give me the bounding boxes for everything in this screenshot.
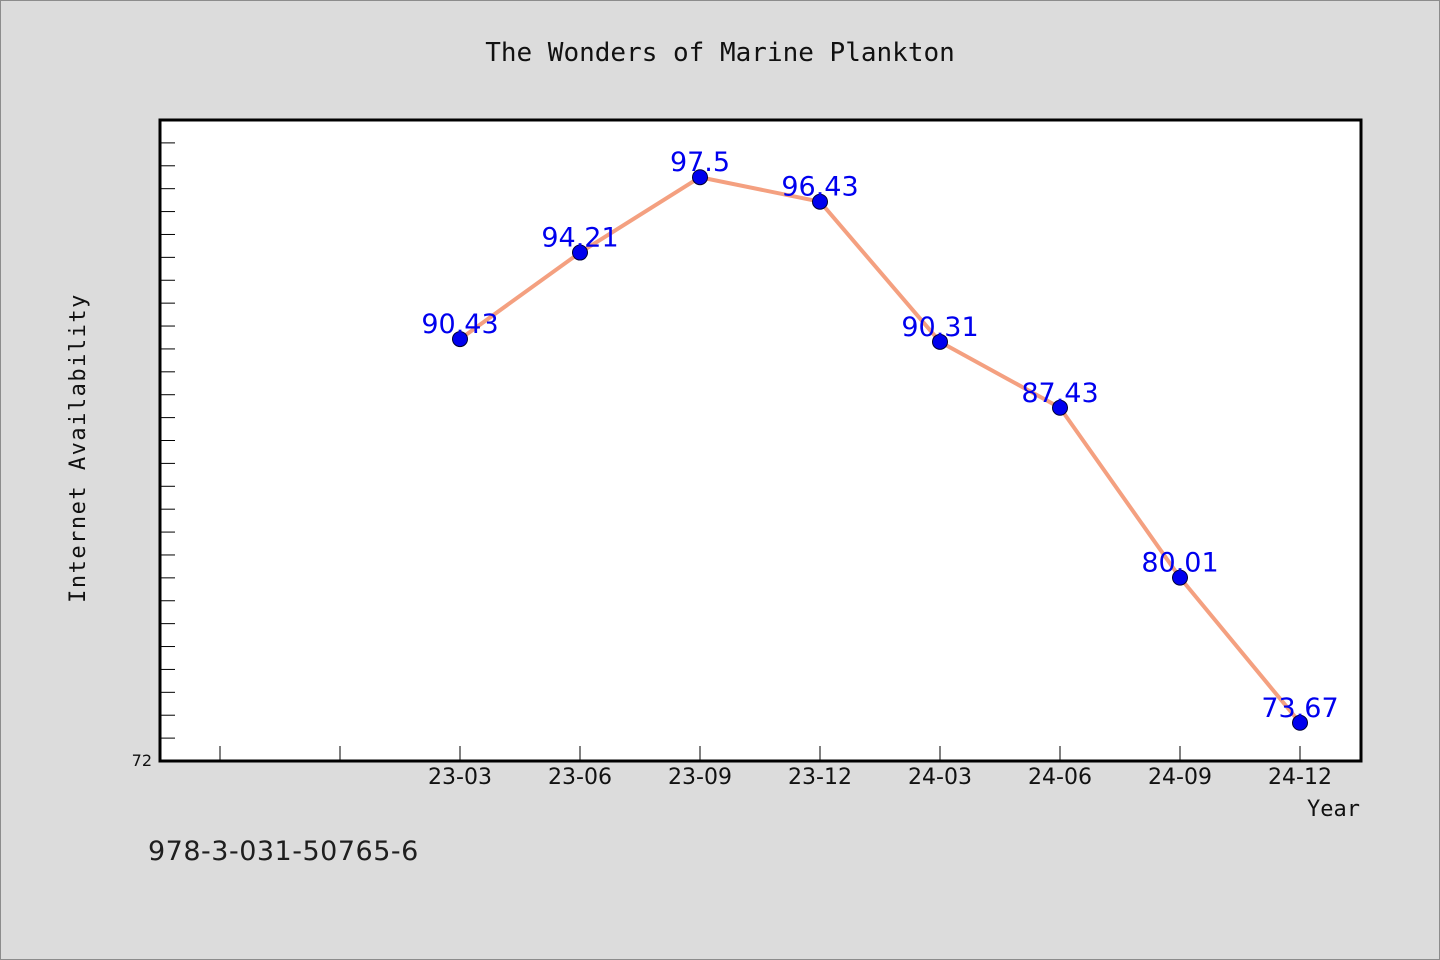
data-point	[1052, 399, 1068, 416]
data-point	[452, 331, 468, 348]
data-point	[692, 169, 708, 186]
data-point	[812, 193, 828, 210]
data-label: 90.31	[901, 312, 978, 343]
x-tick-label: 24-12	[1268, 765, 1332, 790]
plot-area	[158, 118, 1363, 763]
data-label: 73.67	[1261, 693, 1338, 724]
y-tick-label: 72	[132, 751, 152, 770]
chart-title: The Wonders of Marine Plankton	[485, 38, 955, 68]
data-point	[1292, 714, 1308, 731]
data-label: 94.21	[541, 223, 618, 254]
isbn-text: 978-3-031-50765-6	[148, 836, 419, 867]
data-label: 80.01	[1141, 548, 1218, 579]
data-point	[572, 244, 588, 261]
x-tick-label: 24-03	[908, 765, 972, 790]
x-tick-label: 23-06	[548, 765, 612, 790]
data-points	[452, 169, 1308, 731]
x-tick-label: 24-06	[1028, 765, 1092, 790]
x-tick-labels: 23-03 23-06 23-09 23-12 24-03 24-06 24-09 24-12	[428, 765, 1332, 790]
data-point	[1172, 569, 1188, 586]
y-axis-label: Internet Availability	[66, 293, 91, 603]
data-label: 97.5	[670, 147, 730, 178]
data-labels: 90.43 94.21 97.5 96.43 90.31 87.43 80.01 73.67	[421, 147, 1338, 724]
data-point	[932, 333, 948, 350]
x-axis-label: Year	[1307, 797, 1360, 822]
series-line	[458, 175, 1302, 725]
y-axis-ticks	[160, 142, 175, 762]
data-label: 96.43	[781, 172, 858, 203]
x-tick-label: 23-09	[668, 765, 732, 790]
x-tick-label: 24-09	[1148, 765, 1212, 790]
x-axis-ticks	[219, 746, 1301, 761]
data-label: 87.43	[1021, 378, 1098, 409]
x-tick-label: 23-12	[788, 765, 852, 790]
data-label: 90.43	[421, 309, 498, 340]
x-tick-label: 23-03	[428, 765, 492, 790]
